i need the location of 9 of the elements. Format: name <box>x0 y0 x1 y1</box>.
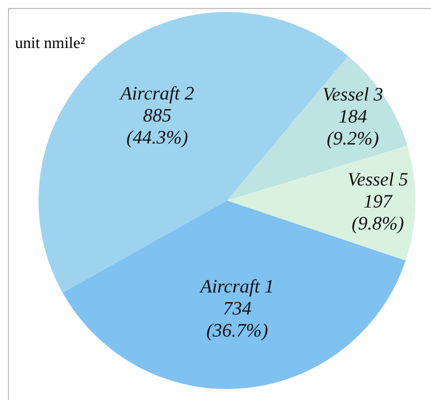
slice-label: Aircraft 1 <box>198 276 274 298</box>
data-label: 885 (44.3%) <box>126 105 188 148</box>
slice-label: Aircraft 2 <box>118 83 195 104</box>
slice-label: Vessel 5 <box>347 170 408 191</box>
data-label: 197 (9.8%) <box>352 192 404 235</box>
data-label: 184 (9.2%) <box>326 106 379 150</box>
slice-label: Vessel 3 <box>322 84 384 106</box>
data-label: 734 (36.7%) <box>206 298 268 342</box>
text: unit nmile² <box>15 35 86 53</box>
